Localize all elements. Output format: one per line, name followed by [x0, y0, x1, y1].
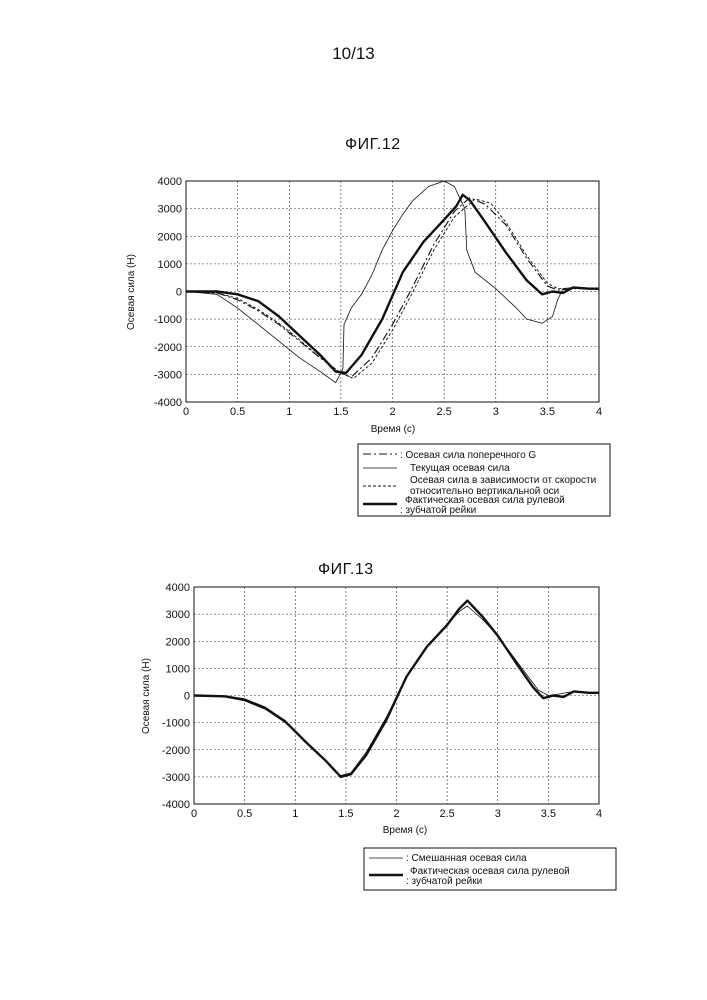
fig13-y-tick-label: -3000: [162, 772, 190, 784]
fig13-x-tick-label: 1.5: [338, 808, 353, 820]
fig13-series-line-thin: [193, 605, 599, 776]
fig13-plot: 0 0.5 1 1.5 2 2.5 3 3.5 4 4000 3000 2000 1000 0 -1000 -…: [162, 582, 602, 820]
fig12-x-tick-label: 3.5: [540, 406, 555, 418]
fig12-y-tick-label: -3000: [154, 369, 182, 381]
fig13-y-tick-label: -1000: [162, 718, 190, 730]
fig12-x-tick-label: 2: [389, 406, 395, 418]
fig12-x-tick-label: 0.5: [230, 406, 245, 418]
fig12-ylabel: Осевая сила (Н): [126, 254, 137, 330]
fig12-x-tick-label: 1: [286, 406, 292, 418]
figure-13-title: ФИГ.13: [318, 561, 374, 578]
fig13-y-tick-label: 2000: [166, 636, 190, 648]
fig12-series-line-dashed: [185, 198, 600, 379]
fig12-y-tick-label: 0: [176, 287, 182, 299]
fig13-legend: : Смешанная осевая сила Фактическая осев…: [363, 847, 617, 891]
fig13-legend-box: [363, 847, 617, 891]
fig13-y-tick-label: 1000: [166, 663, 190, 675]
fig13-x-tick-label: 3.5: [541, 808, 556, 820]
fig12-y-tick-label: -1000: [154, 314, 182, 326]
fig13-y-tick-label: 0: [184, 691, 190, 703]
fig12-legend-label-actual-1: Фактическая осевая сила рулевой: [405, 495, 565, 506]
fig12-y-tick-label: -4000: [154, 397, 182, 409]
fig13-legend-label-actual-2: : зубчатой рейки: [406, 875, 482, 887]
figure-12-title: ФИГ.12: [345, 136, 401, 153]
fig12-xlabel: Время (с): [371, 424, 416, 435]
fig12-legend-label-actual-2: : зубчатой рейки: [400, 504, 476, 516]
fig13-y-tick-label: 3000: [166, 609, 190, 621]
fig13-y-tick-label: 4000: [166, 582, 190, 594]
fig13-y-tick-label: -4000: [162, 799, 190, 811]
fig12-x-tick-label: 3: [493, 406, 499, 418]
fig12-y-tick-label: 1000: [158, 259, 182, 271]
fig12-x-tick-label: 2.5: [436, 406, 451, 418]
fig13-axes-frame: [193, 586, 600, 805]
fig12-legend: : Осевая сила поперечного G Текущая осев…: [357, 443, 611, 517]
fig12-series-line-thin: [185, 180, 599, 384]
fig12-axes-frame: [185, 180, 600, 403]
fig13-legend-label-actual-1: Фактическая осевая сила рулевой: [410, 866, 570, 877]
fig13-x-tick-label: 3: [495, 808, 501, 820]
fig12-legend-label-current: Текущая осевая сила: [410, 463, 510, 474]
fig12-x-tick-label: 0: [183, 406, 189, 418]
fig13-x-tick-label: 2: [393, 808, 399, 820]
fig13-x-tick-label: 0: [191, 808, 197, 820]
fig12-series-line-thick: [186, 193, 599, 375]
fig12-legend-box: [357, 443, 611, 517]
fig13-x-tick-label: 0.5: [237, 808, 252, 820]
fig12-series-line-dashdot: [185, 197, 600, 378]
fig12-plot: 0 0.5 1 1.5 2 2.5 3 3.5 4 4000 3000 2000 1000 0 -1000 -…: [154, 176, 602, 418]
fig12-x-tick-label: 1.5: [333, 406, 348, 418]
fig12-y-tick-label: -2000: [154, 342, 182, 354]
fig13-x-tick-label: 2.5: [439, 808, 454, 820]
fig12-legend-label-lateral-g: : Осевая сила поперечного G: [400, 450, 536, 461]
fig12-y-tick-label: 4000: [158, 176, 182, 188]
fig12-legend-label-yaw-2: относительно вертикальной оси: [410, 486, 559, 497]
page-number: 10/13: [332, 44, 375, 63]
fig13-y-tick-label: -2000: [162, 745, 190, 757]
fig13-xlabel: Время (с): [383, 825, 428, 836]
fig13-x-tick-label: 4: [596, 808, 602, 820]
fig13-ylabel: Осевая сила (Н): [141, 658, 152, 734]
fig13-x-tick-label: 1: [292, 808, 298, 820]
fig12-x-tick-label: 4: [596, 406, 602, 418]
fig12-legend-label-yaw-1: Осевая сила в зависимости от скорости: [410, 475, 596, 486]
fig12-y-tick-label: 3000: [158, 204, 182, 216]
fig13-legend-label-mixed: : Смешанная осевая сила: [406, 853, 527, 864]
fig13-series-line-thick: [193, 599, 599, 779]
fig12-y-tick-label: 2000: [158, 231, 182, 243]
